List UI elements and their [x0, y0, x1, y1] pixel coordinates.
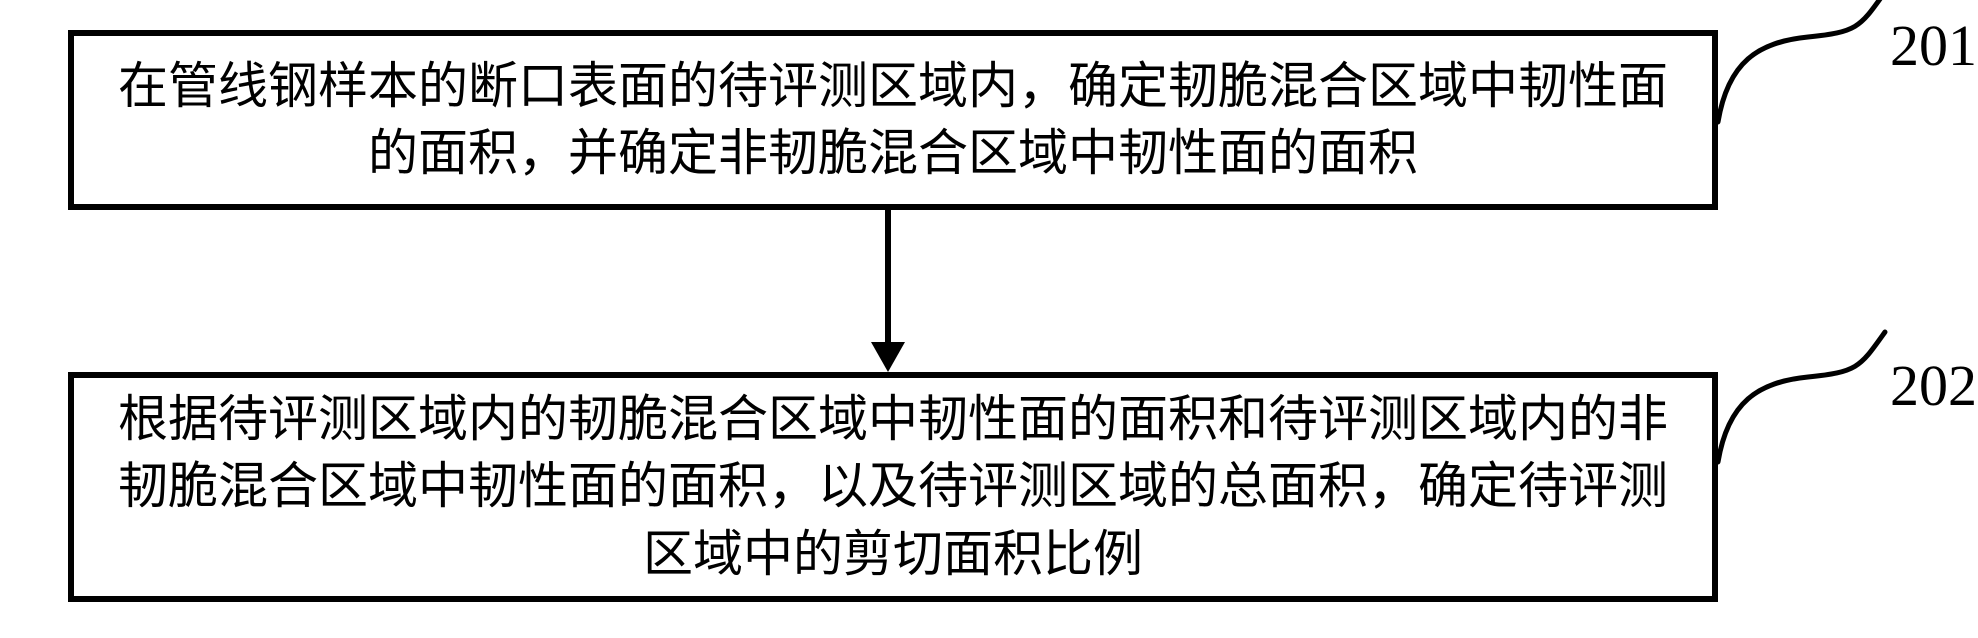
- callout-line-2: [0, 0, 1978, 638]
- label-202: 202: [1890, 352, 1977, 419]
- flowchart-canvas: 在管线钢样本的断口表面的待评测区域内，确定韧脆混合区域中韧性面的面积，并确定非韧…: [0, 0, 1978, 638]
